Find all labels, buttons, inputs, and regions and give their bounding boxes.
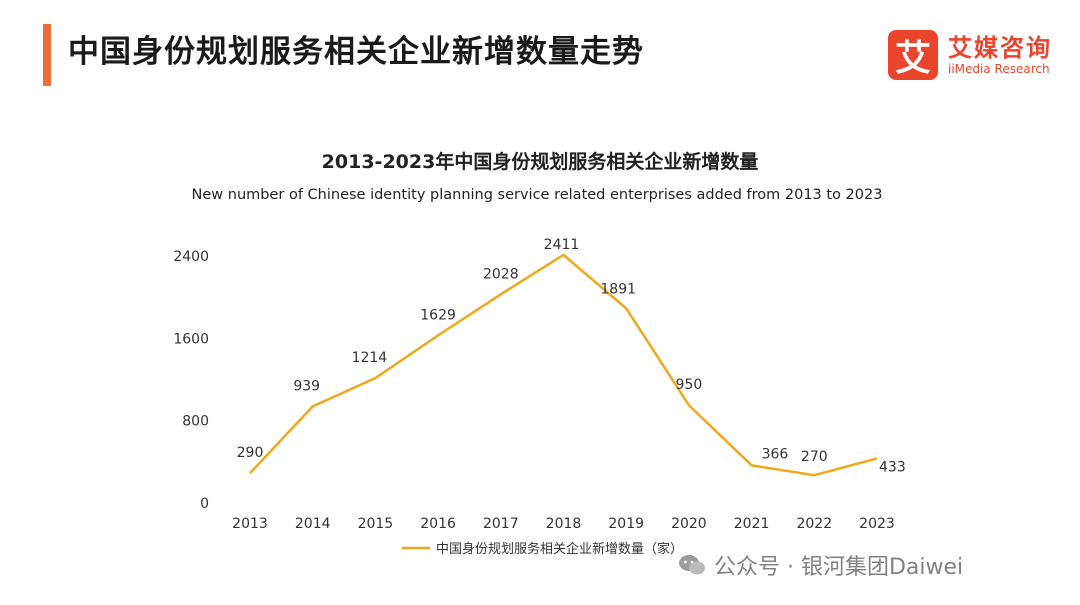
series-layer: 290 939 1214 1629 2028 2411 1891 950 366 270 433 xyxy=(237,237,906,477)
logo-mark-icon: 艾 xyxy=(888,30,938,80)
chart-subtitle: New number of Chinese identity planning … xyxy=(192,187,883,203)
data-label: 366 xyxy=(762,446,789,462)
y-tick-label: 800 xyxy=(182,414,209,430)
x-tick-label: 2015 xyxy=(358,516,394,532)
y-tick-label: 2400 xyxy=(173,249,209,265)
watermark-text: 公众号 · 银河集团Daiwei xyxy=(714,555,964,580)
wechat-icon xyxy=(679,555,705,575)
logo-cn-text: 艾媒咨询 xyxy=(948,34,1052,62)
chart-title: 2013-2023年中国身份规划服务相关企业新增数量 xyxy=(322,150,759,173)
watermark: 公众号 · 银河集团Daiwei xyxy=(678,549,963,581)
data-label: 1891 xyxy=(600,281,636,297)
y-tick-label: 0 xyxy=(200,496,209,512)
page-title: 中国身份规划服务相关企业新增数量走势 xyxy=(68,34,644,70)
data-label: 2411 xyxy=(544,237,580,253)
data-label: 1629 xyxy=(420,307,456,323)
logo-en-text: iiMedia Research xyxy=(948,62,1050,76)
legend: 中国身份规划服务相关企业新增数量（家） xyxy=(402,541,683,557)
x-axis: 2013 2014 2015 2016 2017 2018 2019 2020 2021 2022… xyxy=(232,516,895,532)
x-tick-label: 2019 xyxy=(608,516,644,532)
x-tick-label: 2014 xyxy=(295,516,331,532)
data-label: 433 xyxy=(879,459,906,475)
x-tick-label: 2013 xyxy=(232,516,268,532)
y-tick-label: 1600 xyxy=(173,331,209,347)
title-accent-bar xyxy=(43,24,51,86)
y-axis: 0 800 1600 2400 xyxy=(173,249,209,512)
data-label: 2028 xyxy=(483,266,519,282)
x-tick-label: 2018 xyxy=(546,516,582,532)
x-tick-label: 2022 xyxy=(796,516,832,532)
data-label: 939 xyxy=(293,378,320,394)
legend-label: 中国身份规划服务相关企业新增数量（家） xyxy=(436,541,683,557)
series-line xyxy=(249,253,878,477)
x-tick-label: 2017 xyxy=(483,516,519,532)
data-label: 290 xyxy=(237,445,264,461)
iimedia-logo: 艾 艾媒咨询 iiMedia Research xyxy=(888,24,1068,80)
x-tick-label: 2023 xyxy=(859,516,895,532)
x-tick-label: 2020 xyxy=(671,516,707,532)
data-label: 1214 xyxy=(352,350,388,366)
data-label: 270 xyxy=(801,449,828,465)
x-tick-label: 2021 xyxy=(734,516,770,532)
data-label: 950 xyxy=(676,377,703,393)
x-tick-label: 2016 xyxy=(420,516,456,532)
